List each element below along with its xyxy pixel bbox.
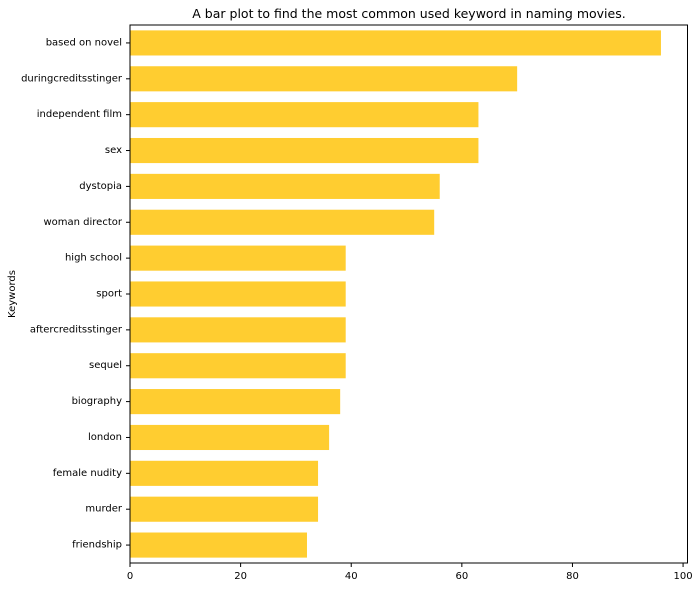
bar — [130, 137, 479, 164]
y-tick-label: friendship — [72, 540, 122, 551]
bar — [130, 317, 346, 343]
bar — [130, 30, 661, 56]
x-tick-label: 20 — [234, 571, 247, 582]
y-tick-label: murder — [85, 504, 123, 515]
bar — [130, 281, 346, 307]
y-axis-ticks: based on novel duringcreditsstinger indepe… — [21, 37, 130, 551]
y-tick-label: high school — [65, 253, 122, 264]
x-tick-label: 80 — [566, 571, 579, 582]
bar — [130, 66, 518, 92]
y-axis-label: Keywords — [7, 270, 18, 318]
y-tick-label: based on novel — [46, 37, 122, 48]
y-tick-label: sex — [105, 145, 122, 156]
bars-group — [130, 30, 661, 558]
bar — [130, 496, 319, 522]
bar — [130, 245, 346, 271]
x-tick-label: 40 — [345, 571, 358, 582]
y-tick-label: duringcreditsstinger — [21, 73, 123, 84]
y-tick-label: female nudity — [53, 468, 122, 479]
x-axis-ticks: 0 20 40 60 80 100 — [127, 563, 693, 582]
y-tick-label: dystopia — [79, 181, 122, 192]
bar — [130, 532, 307, 558]
y-tick-label: london — [88, 432, 122, 443]
y-tick-label: woman director — [43, 217, 122, 228]
bar — [130, 460, 319, 486]
y-tick-label: sequel — [89, 360, 122, 371]
x-tick-label: 60 — [455, 571, 468, 582]
x-tick-label: 100 — [674, 571, 693, 582]
y-tick-label: aftercreditsstinger — [30, 324, 123, 335]
bar — [130, 173, 440, 199]
plot-area-frame — [129, 24, 688, 564]
bar — [130, 424, 330, 451]
bar — [130, 102, 479, 128]
bar — [130, 353, 346, 379]
y-tick-label: independent film — [37, 109, 122, 120]
x-tick-label: 0 — [127, 571, 133, 582]
chart-title: A bar plot to find the most common used … — [192, 6, 625, 21]
y-tick-label: sport — [96, 289, 122, 300]
bar — [130, 389, 341, 415]
bar — [130, 209, 435, 235]
y-tick-label: biography — [72, 396, 123, 407]
